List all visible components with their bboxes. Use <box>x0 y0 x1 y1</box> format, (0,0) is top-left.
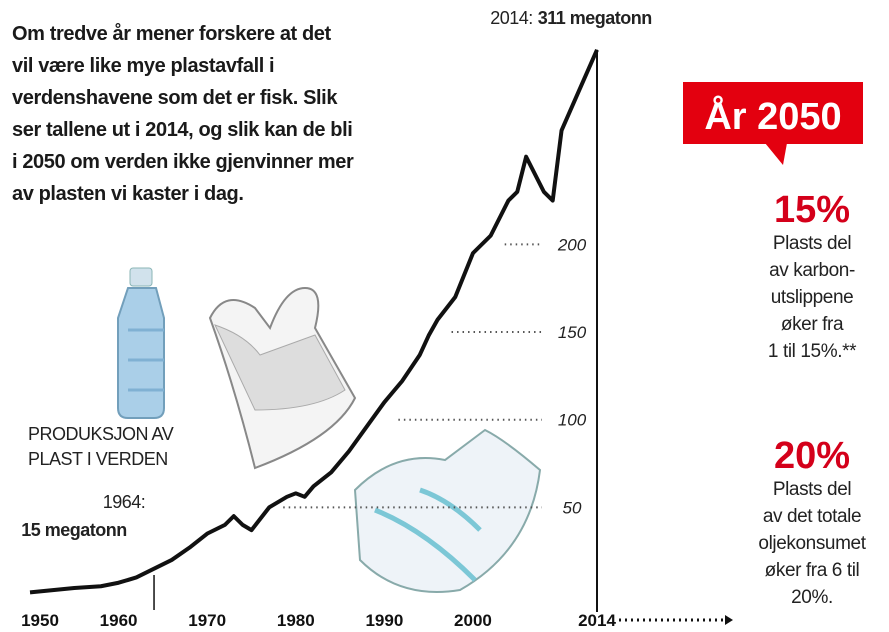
x-tick-label: 1950 <box>21 611 59 630</box>
panel-line: oljekonsumet <box>758 533 866 554</box>
description-line: av plasten vi kaster i dag. <box>12 183 244 205</box>
description-line: i 2050 om verden ikke gjenvinner mer <box>12 151 354 173</box>
bottle-illustration <box>117 267 165 419</box>
panel-line: øker fra <box>781 314 844 335</box>
y-tick-label: 100 <box>558 411 587 430</box>
x-tick-label: 1980 <box>277 611 315 630</box>
panel-line: øker fra 6 til <box>765 560 860 581</box>
panel-line: av det totale <box>763 506 861 527</box>
description-line: Om tredve år mener forskere at det <box>12 22 332 45</box>
y-tick-label: 50 <box>563 498 582 517</box>
panel-line: utslippene <box>771 287 854 308</box>
x-tick-label: 2000 <box>454 611 492 630</box>
annotation-value: 15 megatonn <box>21 520 127 540</box>
description-line: vil være like mye plastavfall i <box>12 55 274 77</box>
panel-line: Plasts del <box>773 233 851 254</box>
x-tick-label: 2014 <box>578 611 616 630</box>
bag-illustration <box>208 286 357 470</box>
x-tick-label: 1970 <box>188 611 226 630</box>
panel-value: 15% <box>774 189 850 231</box>
red-label <box>683 82 863 165</box>
panel-line: av karbon- <box>769 260 855 281</box>
arrow-head <box>725 615 733 625</box>
diaper-illustration <box>353 428 542 593</box>
y-tick-label: 200 <box>557 235 587 254</box>
annotation-value: 311 megatonn <box>538 8 652 28</box>
panel-value: 20% <box>774 435 850 477</box>
x-tick-label: 1990 <box>365 611 403 630</box>
annotation-label: 2014: <box>490 8 533 28</box>
annotation-label: 1964: <box>103 492 146 512</box>
panel-line: Plasts del <box>773 479 851 500</box>
data-line <box>29 48 599 595</box>
panel-heading: År 2050 <box>704 94 841 138</box>
description-line: verdenshavene som det er fisk. Slik <box>12 87 338 109</box>
annotation: 2014: 311 megatonn <box>490 8 652 28</box>
axis-label: PLAST I VERDEN <box>28 449 168 469</box>
y-tick-label: 150 <box>558 323 587 342</box>
x-tick-label: 1960 <box>100 611 138 630</box>
axis-label: PRODUKSJON AV <box>28 424 174 444</box>
panel-line: 20%. <box>791 587 833 608</box>
panel-line: 1 til 15%.** <box>768 341 857 362</box>
description-line: ser tallene ut i 2014, og slik kan de bl… <box>12 119 352 141</box>
